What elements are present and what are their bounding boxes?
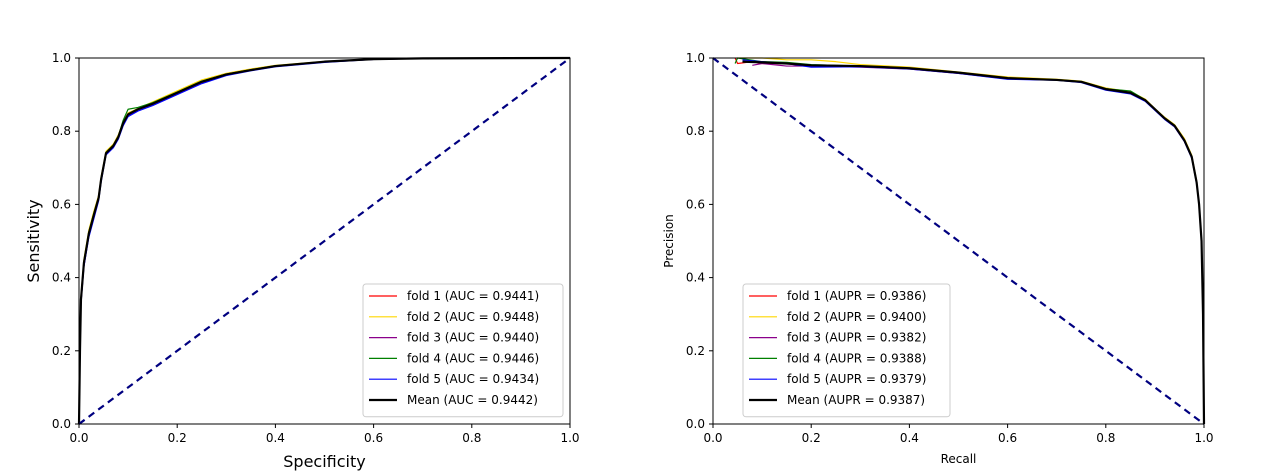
pr-y-axis-label: Precision [662, 214, 676, 268]
pr-chart-ticks: 0.0 0.2 0.4 0.6 0.8 1.0 0.0 0.2 0.4 0.6 0.8 1.0 [686, 51, 1214, 445]
roc-chart: 0.0 0.2 0.4 0.6 0.8 1.0 0.0 0.2 0.4 0.6 0.8 1.0 Spe… [24, 51, 580, 471]
roc-x-tick-label: 0.8 [462, 431, 481, 445]
roc-series-line-6 [77, 56, 571, 425]
pr-x-tick-label: 0.4 [900, 431, 919, 445]
pr-legend: fold 1 (AUPR = 0.9386) fold 2 (AUPR = 0.9… [742, 283, 951, 418]
roc-y-tick-label: 0.4 [52, 271, 71, 285]
pr-legend-label: fold 5 (AUPR = 0.9379) [787, 372, 926, 386]
pr-legend-label: fold 3 (AUPR = 0.9382) [787, 331, 926, 345]
pr-x-tick-label: 0.6 [998, 431, 1017, 445]
pr-legend-label: Mean (AUPR = 0.9387) [787, 393, 925, 407]
pr-series-line-6 [742, 60, 1206, 425]
roc-x-tick-label: 0.6 [364, 431, 383, 445]
roc-x-tick-label: 0.4 [266, 431, 285, 445]
roc-x-tick-label: 0.2 [168, 431, 187, 445]
pr-chart: 0.0 0.2 0.4 0.6 0.8 1.0 0.0 0.2 0.4 0.6 0.8 1.0 Rec… [662, 51, 1214, 466]
pr-y-tick-label: 0.8 [686, 124, 705, 138]
roc-y-tick-label: 0.2 [52, 344, 71, 358]
pr-chart-frame [712, 57, 1205, 425]
pr-legend-box [742, 283, 951, 418]
pr-y-tick-label: 0.0 [686, 417, 705, 431]
pr-reference-line [712, 57, 1205, 425]
pr-y-tick-label: 0.6 [686, 197, 705, 211]
roc-legend-label: fold 2 (AUC = 0.9448) [407, 310, 539, 324]
pr-x-tick-label: 0.0 [703, 431, 722, 445]
roc-legend-label: fold 1 (AUC = 0.9441) [407, 289, 539, 303]
roc-y-tick-label: 0.0 [52, 417, 71, 431]
roc-chart-marks [77, 56, 571, 425]
roc-chart-ticks: 0.0 0.2 0.4 0.6 0.8 1.0 0.0 0.2 0.4 0.6 0.8 1.0 [52, 51, 580, 445]
roc-legend-label: fold 4 (AUC = 0.9446) [407, 351, 539, 365]
pr-legend-label: fold 2 (AUPR = 0.9400) [787, 310, 926, 324]
roc-legend-label: fold 3 (AUC = 0.9440) [407, 331, 539, 345]
pr-x-axis-label: Recall [941, 452, 977, 466]
roc-y-tick-label: 1.0 [52, 51, 71, 65]
roc-x-tick-label: 0.0 [69, 431, 88, 445]
roc-y-tick-label: 0.6 [52, 197, 71, 211]
pr-y-tick-label: 0.2 [686, 344, 705, 358]
pr-chart-marks [712, 57, 1206, 425]
roc-x-axis-label: Specificity [283, 452, 365, 471]
pr-legend-label: fold 1 (AUPR = 0.9386) [787, 289, 926, 303]
roc-chart-frame [78, 57, 571, 425]
roc-legend-label: fold 5 (AUC = 0.9434) [407, 372, 539, 386]
pr-x-tick-label: 0.2 [802, 431, 821, 445]
roc-legend-label: Mean (AUC = 0.9442) [407, 393, 538, 407]
roc-x-tick-label: 1.0 [560, 431, 579, 445]
roc-legend: fold 1 (AUC = 0.9441) fold 2 (AUC = 0.944… [362, 283, 564, 418]
pr-x-tick-label: 0.8 [1096, 431, 1115, 445]
roc-y-axis-label: Sensitivity [24, 199, 43, 282]
roc-reference-line [78, 57, 571, 425]
pr-x-tick-label: 1.0 [1194, 431, 1213, 445]
pr-y-tick-label: 0.4 [686, 271, 705, 285]
roc-legend-box [362, 283, 564, 418]
pr-legend-label: fold 4 (AUPR = 0.9388) [787, 351, 926, 365]
pr-y-tick-label: 1.0 [686, 51, 705, 65]
roc-y-tick-label: 0.8 [52, 124, 71, 138]
